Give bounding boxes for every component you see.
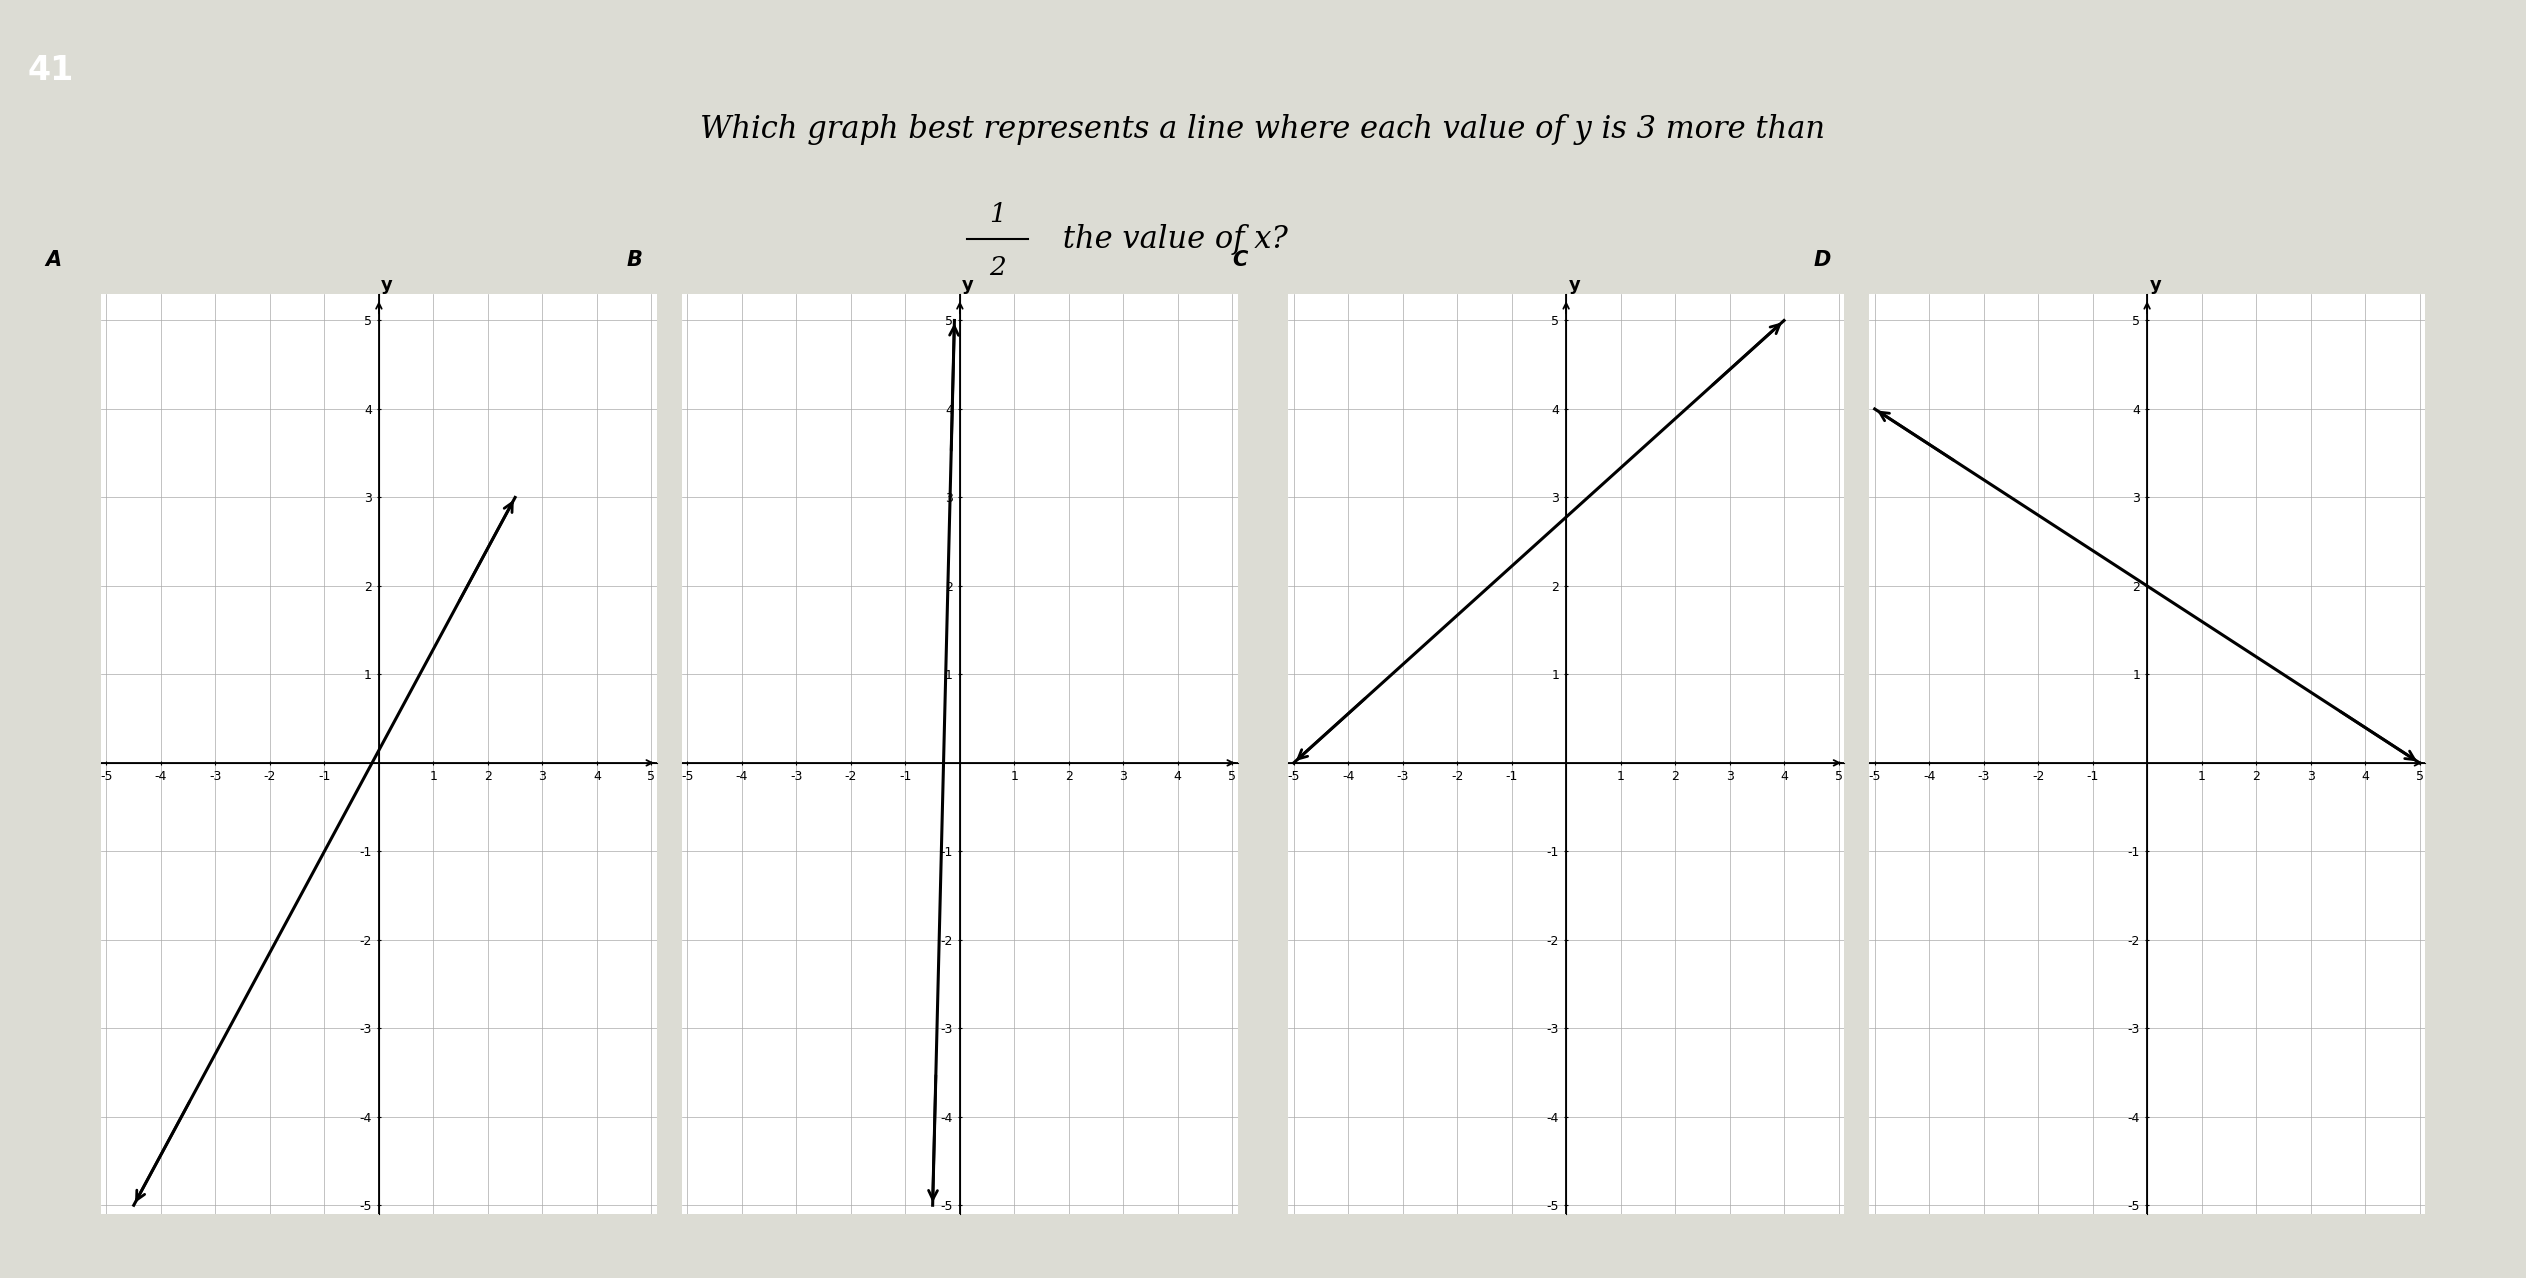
Text: 2: 2 (990, 254, 1005, 280)
Text: A: A (45, 250, 61, 271)
Text: C: C (1233, 250, 1248, 271)
Text: Which graph best represents a line where each value of y is 3 more than: Which graph best represents a line where… (700, 114, 1826, 144)
Text: 41: 41 (28, 54, 73, 87)
Text: the value of x?: the value of x? (1053, 224, 1288, 256)
Text: y: y (962, 276, 975, 294)
Text: y: y (2150, 276, 2162, 294)
Text: D: D (1814, 250, 1831, 271)
Text: y: y (381, 276, 394, 294)
Text: B: B (626, 250, 642, 271)
Text: y: y (1569, 276, 1581, 294)
Text: 1: 1 (990, 202, 1005, 226)
